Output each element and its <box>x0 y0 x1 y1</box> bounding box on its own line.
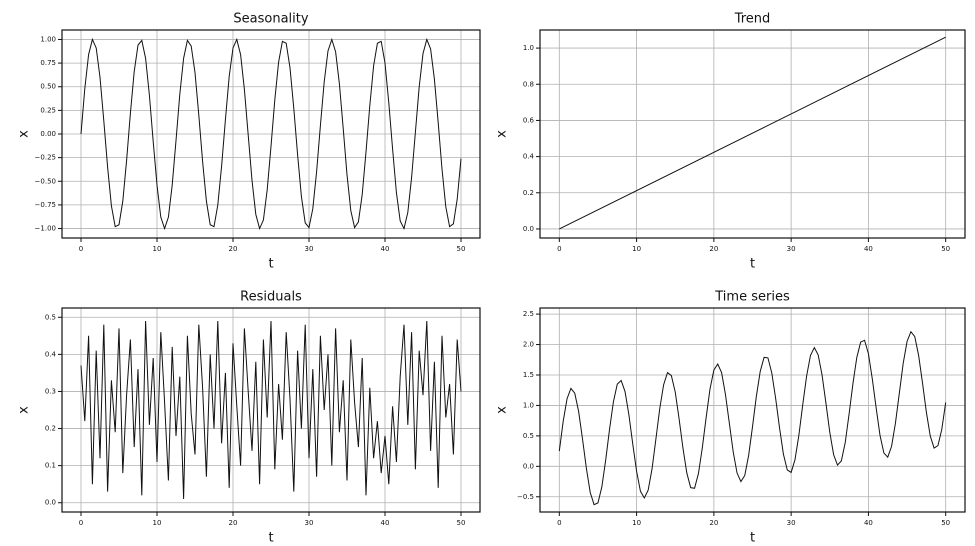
x-tick-label: 30 <box>787 245 796 253</box>
y-tick-label: 0.25 <box>40 106 56 114</box>
x-tick-label: 50 <box>941 519 950 527</box>
y-tick-label: −0.75 <box>35 201 56 209</box>
y-axis-label: x <box>495 406 510 414</box>
x-tick-label: 50 <box>457 519 466 527</box>
x-tick-label: 0 <box>79 245 83 253</box>
x-tick-label: 0 <box>557 245 561 253</box>
y-tick-label: 1.0 <box>523 401 534 409</box>
x-tick-label: 0 <box>79 519 83 527</box>
x-tick-label: 50 <box>457 245 466 253</box>
data-line <box>559 36 946 230</box>
y-tick-label: −1.00 <box>35 225 56 233</box>
x-tick-label: 10 <box>632 519 641 527</box>
subplot-title: Time series <box>714 290 790 305</box>
x-tick-label: 20 <box>229 519 238 527</box>
subplot-title: Seasonality <box>233 12 308 27</box>
y-tick-label: 0.0 <box>45 499 56 507</box>
subplot: 0 10 20 30 40 50 −1.00 −0.75 −0.50 −0.25 0.00 0.25 0… <box>17 12 481 272</box>
x-axis-label: t <box>268 257 273 272</box>
data-line <box>558 330 947 506</box>
x-axis-label: t <box>268 531 273 546</box>
y-tick-label: 0.50 <box>40 83 56 91</box>
axes-frame <box>61 29 481 239</box>
x-tick-label: 10 <box>153 519 162 527</box>
y-tick-label: 1.00 <box>40 35 56 43</box>
y-tick-label: 0.6 <box>523 116 535 124</box>
y-tick-label: 2.0 <box>523 341 534 349</box>
y-tick-label: 0.75 <box>40 59 56 67</box>
subplot-title: Residuals <box>240 290 302 305</box>
y-axis-label: x <box>17 406 32 414</box>
y-tick-label: 0.2 <box>45 425 56 433</box>
data-line <box>80 37 462 231</box>
x-axis-label: t <box>750 531 755 546</box>
y-tick-label: 0.4 <box>523 153 535 161</box>
y-tick-label: 0.5 <box>523 432 534 440</box>
y-tick-label: 0.4 <box>45 350 57 358</box>
y-tick-label: 0.2 <box>523 189 534 197</box>
y-tick-label: −0.50 <box>35 177 56 185</box>
x-tick-label: 20 <box>229 245 238 253</box>
y-tick-label: −0.5 <box>517 493 534 501</box>
y-tick-label: 0.3 <box>45 387 56 395</box>
x-tick-label: 30 <box>787 519 796 527</box>
x-tick-label: 40 <box>381 245 390 253</box>
y-tick-label: 0.0 <box>523 462 534 470</box>
x-tick-label: 50 <box>941 245 950 253</box>
y-tick-label: 0.1 <box>45 462 56 470</box>
y-axis-label: x <box>495 130 510 138</box>
y-axis-label: x <box>17 130 32 138</box>
y-tick-label: 1.0 <box>523 44 534 52</box>
axes-frame <box>539 307 966 513</box>
subplot: 0 10 20 30 40 50 0.0 0.1 0.2 0.3 0.4 0.5 Residuals t x <box>17 290 481 546</box>
x-tick-label: 40 <box>381 519 390 527</box>
x-axis-label: t <box>750 257 755 272</box>
y-tick-label: 0.5 <box>45 313 56 321</box>
data-line <box>80 320 462 500</box>
y-tick-label: 0.8 <box>523 80 534 88</box>
x-tick-label: 40 <box>864 245 873 253</box>
y-tick-label: 2.5 <box>523 310 534 318</box>
x-tick-label: 20 <box>709 245 718 253</box>
subplot-title: Trend <box>734 12 771 27</box>
y-tick-label: 0.00 <box>40 130 56 138</box>
x-tick-label: 40 <box>864 519 873 527</box>
x-tick-label: 10 <box>632 245 641 253</box>
x-tick-label: 10 <box>153 245 162 253</box>
subplot: 0 10 20 30 40 50 −0.5 0.0 0.5 1.0 1.5 2.0 2.5 Time se… <box>495 290 966 546</box>
y-tick-label: −0.25 <box>35 154 56 162</box>
x-tick-label: 20 <box>709 519 718 527</box>
x-tick-label: 30 <box>305 519 314 527</box>
axes-frame <box>539 29 966 239</box>
x-tick-label: 0 <box>557 519 561 527</box>
y-tick-label: 1.5 <box>523 371 534 379</box>
y-tick-label: 0.0 <box>523 225 534 233</box>
subplot: 0 10 20 30 40 50 0.0 0.2 0.4 0.6 0.8 1.0 Trend t x <box>495 12 966 272</box>
x-tick-label: 30 <box>305 245 314 253</box>
axes-frame <box>61 307 481 513</box>
